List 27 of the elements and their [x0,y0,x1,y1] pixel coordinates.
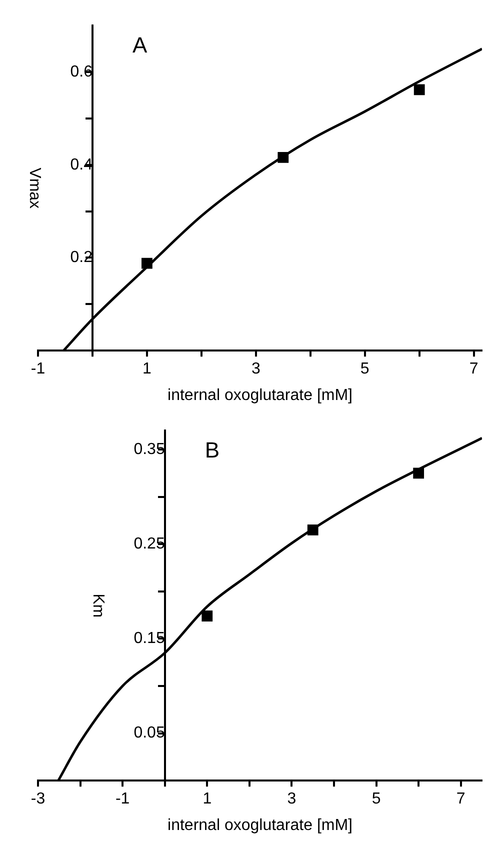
x-tick-label: -1 [115,790,130,808]
point [307,524,318,536]
y-axis-title: Km [90,594,107,618]
x-tick-label: -1 [30,360,46,378]
point [142,258,152,269]
x-tick-label: 7 [456,790,466,808]
y-axis-title: Vmax [26,168,44,209]
point [278,152,289,163]
x-tick-label: 1 [202,790,212,808]
x-tick-label: -3 [30,790,46,808]
x-axis-title: internal oxoglutarate [mM] [168,386,352,404]
x-tick-label: 3 [287,790,296,808]
y-tick-label: 0.35 [134,440,165,458]
annotation: A [132,32,148,58]
x-tick-label: 5 [360,360,370,378]
x-tick-label: 7 [469,360,478,378]
y-tick-label: 0.15 [134,630,165,648]
y-tick-label: 0.05 [134,724,165,742]
x-tick-label: 5 [372,790,381,808]
point [414,84,425,96]
point [202,610,213,622]
x-tick-label: 3 [251,360,260,378]
y-tick-label: 0.25 [134,536,165,553]
x-axis-title: internal oxoglutarate [mM] [168,816,352,834]
point [413,468,424,479]
annotation: B [204,438,220,463]
x-tick-label: 1 [142,360,152,378]
